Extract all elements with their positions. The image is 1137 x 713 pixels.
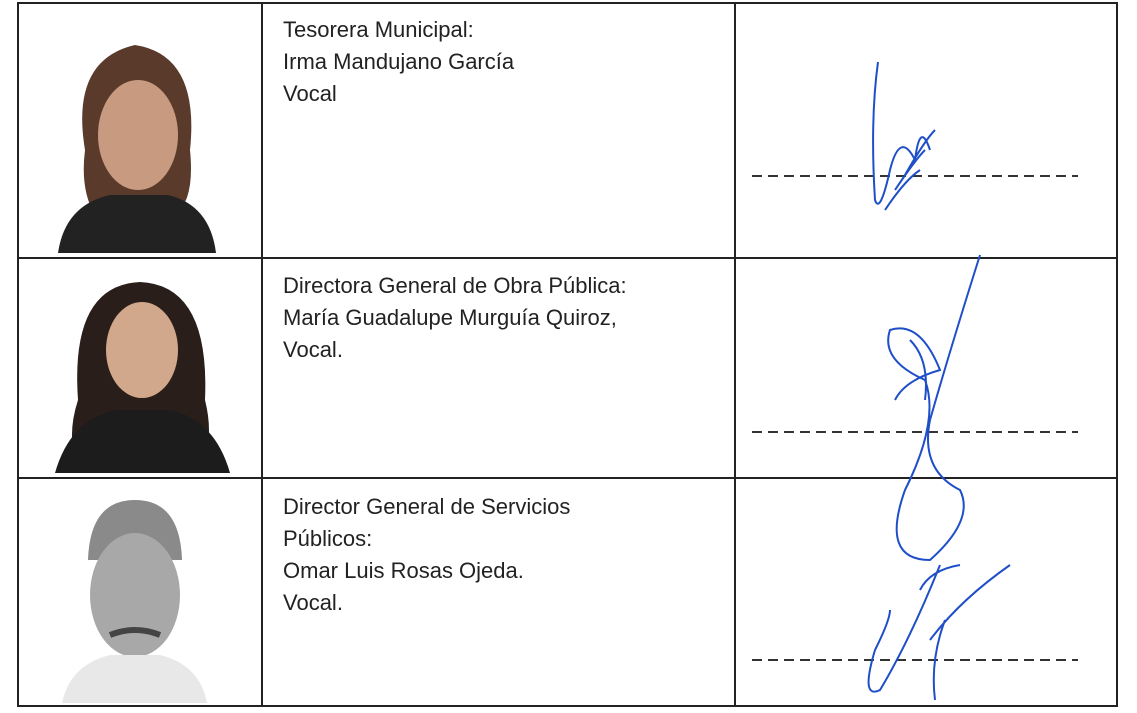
portrait bbox=[58, 40, 216, 253]
position: Vocal. bbox=[283, 337, 343, 362]
person-name: Irma Mandujano García bbox=[283, 49, 515, 74]
role-cell: Directora General de Obra Pública: María… bbox=[283, 270, 723, 366]
face bbox=[106, 302, 178, 398]
role-title: Públicos: bbox=[283, 526, 373, 551]
table-borders bbox=[17, 2, 1118, 707]
role-title: Directora General de Obra Pública: bbox=[283, 273, 627, 298]
clothing bbox=[58, 195, 216, 253]
clothing bbox=[62, 655, 207, 703]
role-title: Director General de Servicios bbox=[283, 494, 571, 519]
signature bbox=[872, 61, 936, 211]
face bbox=[98, 80, 178, 190]
face bbox=[90, 533, 180, 657]
role-cell: Director General de Servicios Públicos: … bbox=[283, 491, 723, 619]
person-name: María Guadalupe Murguía Quiroz, bbox=[283, 305, 617, 330]
clothing bbox=[55, 410, 230, 473]
signature bbox=[887, 254, 981, 562]
role-title: Tesorera Municipal: bbox=[283, 17, 474, 42]
position: Vocal. bbox=[283, 590, 343, 615]
role-cell: Tesorera Municipal: Irma Mandujano Garcí… bbox=[283, 14, 723, 110]
portrait bbox=[55, 280, 230, 473]
signature bbox=[867, 564, 1011, 701]
signatures bbox=[867, 61, 1011, 701]
signature-lines bbox=[752, 175, 1078, 661]
moustache bbox=[108, 627, 162, 638]
position: Vocal bbox=[283, 81, 337, 106]
portrait bbox=[62, 488, 207, 703]
table-frame bbox=[17, 2, 1118, 707]
person-name: Omar Luis Rosas Ojeda. bbox=[283, 558, 524, 583]
